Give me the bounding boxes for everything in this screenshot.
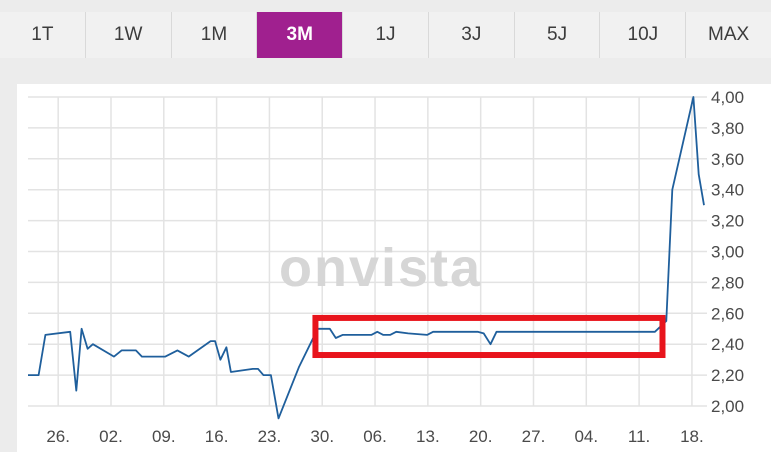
tab-5j[interactable]: 5J: [514, 12, 601, 58]
x-tick-label: 09.: [152, 427, 176, 446]
x-tick-label: 20.: [469, 427, 493, 446]
tab-1t[interactable]: 1T: [0, 12, 86, 58]
tab-1m[interactable]: 1M: [171, 12, 258, 58]
y-tick-label: 2,20: [711, 366, 744, 385]
chart-annotation: [312, 314, 666, 359]
y-tick-label: 3,00: [711, 243, 744, 262]
chart-svg: onvista 2,00 2,20 2,40 2,60 2,80 3,00 3,20 3,40…: [28, 88, 744, 446]
y-axis: 2,00 2,20 2,40 2,60 2,80 3,00 3,20 3,40 3,60 3,80…: [711, 88, 744, 416]
tab-3j[interactable]: 3J: [428, 12, 515, 58]
x-tick-label: 23.: [258, 427, 282, 446]
x-tick-label: 16.: [205, 427, 229, 446]
price-chart: onvista 2,00 2,20 2,40 2,60 2,80 3,00 3,20 3,40…: [17, 84, 771, 452]
highlight-box: [312, 314, 666, 359]
y-tick-label: 2,00: [711, 397, 744, 416]
x-tick-label: 13.: [416, 427, 440, 446]
x-tick-label: 18.: [680, 427, 704, 446]
y-tick-label: 3,20: [711, 212, 744, 231]
timeframe-tabs: 1T 1W 1M 3M 1J 3J 5J 10J MAX: [0, 12, 771, 58]
y-tick-label: 4,00: [711, 88, 744, 107]
x-tick-label: 30.: [310, 427, 334, 446]
x-tick-label: 26.: [46, 427, 70, 446]
y-tick-label: 2,80: [711, 273, 744, 292]
x-tick-label: 27.: [522, 427, 546, 446]
tab-3m[interactable]: 3M: [257, 12, 344, 58]
x-tick-label: 04.: [574, 427, 598, 446]
y-tick-label: 2,60: [711, 304, 744, 323]
tab-10j[interactable]: 10J: [600, 12, 687, 58]
y-tick-label: 2,40: [711, 335, 744, 354]
y-tick-label: 3,40: [711, 181, 744, 200]
y-tick-label: 3,80: [711, 119, 744, 138]
y-tick-label: 3,60: [711, 150, 744, 169]
x-axis: 26. 02. 09. 16. 23. 30. 06. 13. 20. 27. 04. 11. 18.: [46, 427, 703, 446]
tab-1w[interactable]: 1W: [85, 12, 172, 58]
tab-1j[interactable]: 1J: [343, 12, 429, 58]
x-tick-label: 02.: [99, 427, 123, 446]
tab-max[interactable]: MAX: [686, 12, 771, 58]
x-tick-label: 06.: [363, 427, 387, 446]
watermark-logo: onvista: [279, 238, 482, 298]
x-tick-label: 11.: [628, 427, 650, 446]
